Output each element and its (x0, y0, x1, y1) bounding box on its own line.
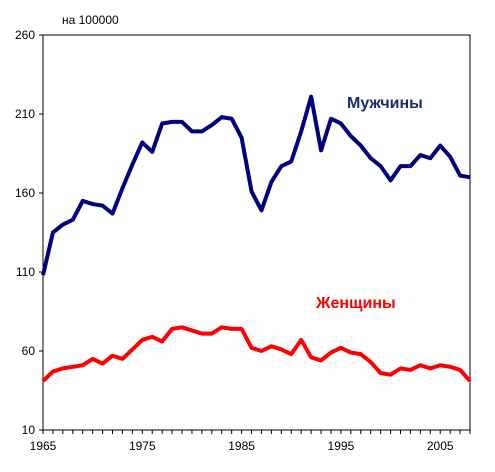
y-tick-label: 110 (16, 265, 35, 279)
y-tick-label: 210 (15, 107, 35, 121)
plot-area-frame (42, 34, 471, 431)
x-tick-label: 1995 (328, 439, 355, 453)
x-tick-label: 1985 (228, 439, 255, 453)
series-label-women: Женщины (315, 295, 396, 312)
y-axis: 10 60 110 160 210 260 (15, 28, 43, 437)
x-tick-label: 1965 (30, 439, 57, 453)
y-tick-label: 260 (15, 28, 35, 42)
x-tick-label: 1975 (129, 439, 156, 453)
y-tick-label: 10 (22, 423, 36, 437)
x-tick-label: 2005 (427, 439, 454, 453)
x-axis: 1965 1975 1985 1995 2005 (30, 430, 471, 453)
y-tick-label: 160 (15, 186, 35, 200)
y-tick-label: 60 (22, 344, 36, 358)
series-line-men (41, 94, 471, 276)
series-lines (41, 94, 472, 383)
series-line-women (41, 325, 472, 383)
series-label-men: Мужчины (347, 95, 423, 112)
unit-label: на 100000 (62, 13, 119, 27)
